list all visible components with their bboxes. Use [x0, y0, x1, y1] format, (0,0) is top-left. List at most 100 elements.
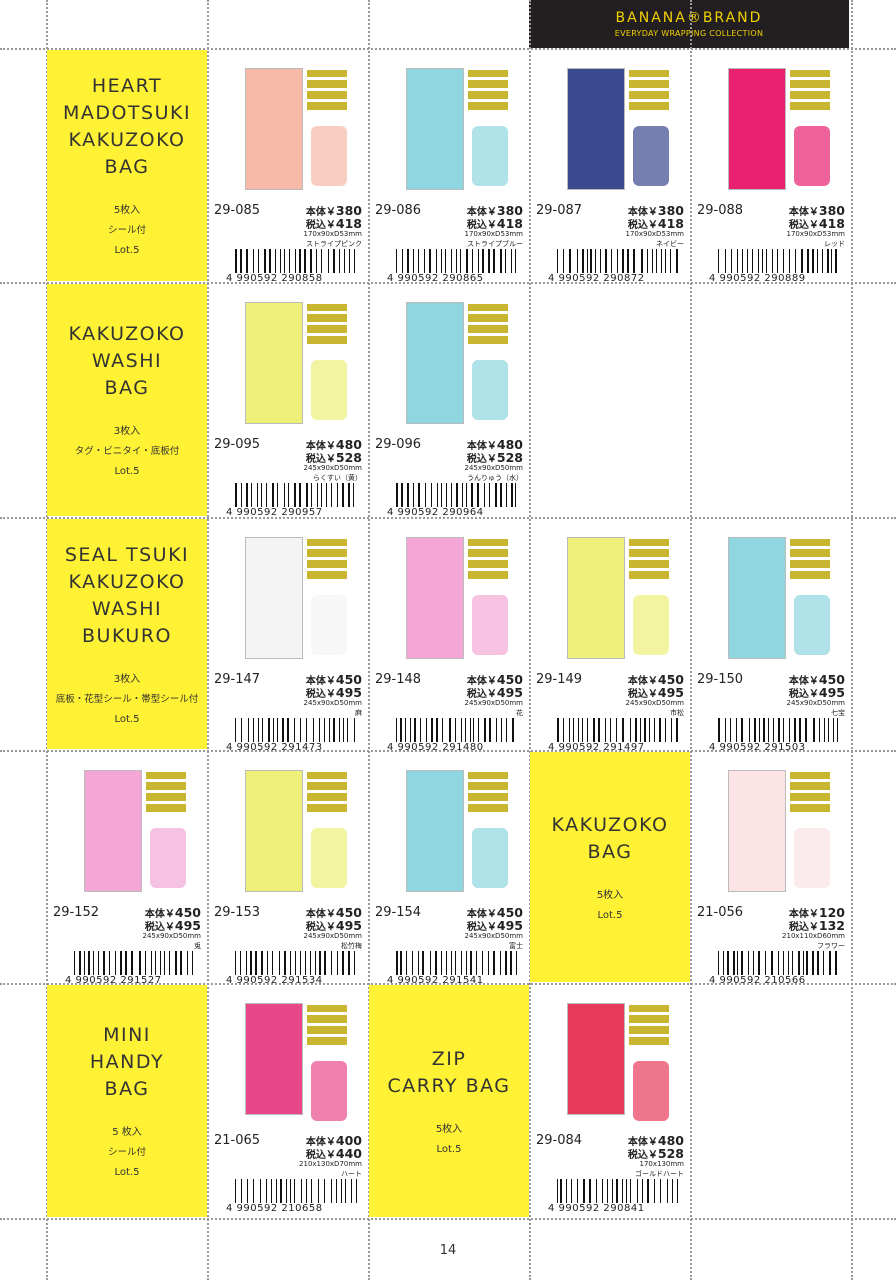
barcode-bar	[254, 249, 256, 273]
barcode	[557, 1179, 681, 1203]
barcode-bar	[771, 951, 773, 975]
barcode-bar	[333, 718, 335, 742]
barcode-bar	[335, 249, 338, 273]
barcode-bar	[491, 249, 492, 273]
barcode-bar	[817, 249, 818, 273]
tax-price-label: 税込￥	[627, 220, 658, 231]
product-accessory	[468, 70, 508, 110]
barcode-bar	[619, 1179, 622, 1203]
barcode-bar	[446, 483, 448, 507]
barcode-bar	[304, 249, 306, 273]
barcode-bar	[184, 951, 185, 975]
barcode	[396, 249, 520, 273]
barcode-bar	[618, 718, 620, 742]
barcode-bar	[258, 718, 259, 742]
barcode-bar	[429, 249, 432, 273]
grid-line-v	[851, 0, 853, 1280]
barcode-bar	[178, 951, 179, 975]
barcode-bar	[500, 249, 503, 273]
barcode-bar	[440, 249, 443, 273]
tax-price: 418	[657, 216, 684, 231]
barcode-bar	[468, 249, 471, 273]
barcode-bar	[320, 249, 323, 273]
barcode-bar	[461, 483, 463, 507]
barcode-bar	[480, 483, 482, 507]
barcode-number: 4 990592 291473	[226, 742, 323, 753]
barcode	[235, 249, 359, 273]
barcode-bar	[650, 1179, 652, 1203]
barcode-bar	[504, 951, 507, 975]
barcode-bar	[838, 249, 841, 273]
barcode-bar	[745, 718, 748, 742]
barcode-bar	[492, 718, 494, 742]
barcode-bar	[260, 718, 262, 742]
barcode-bar	[238, 483, 241, 507]
barcode-bar	[765, 951, 766, 975]
barcode-bar	[577, 1179, 578, 1203]
spacer	[47, 650, 207, 670]
barcode-bar	[396, 718, 397, 742]
barcode-bar	[267, 951, 269, 975]
barcode-bar	[772, 718, 774, 742]
barcode-bar	[641, 1179, 643, 1203]
barcode-bar	[808, 718, 811, 742]
barcode-bar	[471, 718, 473, 742]
barcode-bar	[665, 718, 666, 742]
barcode-bar	[300, 951, 301, 975]
barcode-bar	[353, 249, 355, 273]
tax-price-label: 税込￥	[627, 1150, 658, 1161]
barcode-bar	[624, 249, 626, 273]
barcode-bar	[590, 249, 593, 273]
price-row: 本体￥400	[306, 1133, 362, 1148]
tax-price: 418	[818, 216, 845, 231]
barcode-bar	[475, 951, 478, 975]
barcode-bar	[437, 249, 439, 273]
barcode-bar	[405, 951, 408, 975]
barcode-bar	[750, 249, 751, 273]
barcode-bar	[237, 718, 240, 742]
barcode-bar	[263, 951, 266, 975]
price-row: 本体￥450	[467, 672, 523, 687]
barcode-bar	[243, 951, 245, 975]
barcode-bar	[274, 483, 277, 507]
barcode-bar	[340, 1179, 342, 1203]
brand: BANANA®BRAND	[615, 10, 763, 26]
barcode-bar	[255, 951, 257, 975]
product-accessory	[307, 539, 347, 579]
barcode-bar	[396, 249, 397, 273]
tax-price-label: 税込￥	[788, 922, 819, 933]
barcode-bar	[86, 951, 87, 975]
barcode-bar	[802, 718, 804, 742]
size: 170x90xD53mm	[464, 230, 524, 238]
barcode-bar	[632, 249, 635, 273]
barcode-bar	[472, 951, 475, 975]
tax-price-label: 税込￥	[144, 922, 175, 933]
barcode-number: 4 990592 291541	[387, 975, 484, 986]
barcode-bar	[248, 951, 249, 975]
category-text: HEART MADOTSUKI KAKUZOKO BAG 5枚入 シール付 Lot.5	[47, 73, 207, 261]
barcode-bar	[626, 249, 629, 273]
barcode-bar	[483, 483, 485, 507]
barcode-bar	[590, 718, 592, 742]
category-title-line: BAG	[587, 840, 633, 863]
barcode-bar	[342, 718, 344, 742]
barcode-bar	[497, 483, 500, 507]
product-image	[728, 537, 786, 659]
barcode-bar	[479, 951, 481, 975]
barcode-bar	[733, 951, 735, 975]
barcode-bar	[175, 951, 177, 975]
barcode-bar	[835, 249, 837, 273]
barcode-bar	[789, 718, 791, 742]
barcode-bar	[794, 718, 797, 742]
barcode-bar	[656, 1179, 658, 1203]
barcode-bar	[445, 718, 448, 742]
barcode-bar	[355, 1179, 357, 1203]
barcode-bar	[783, 718, 785, 742]
barcode-bar	[496, 249, 499, 273]
barcode-bar	[321, 951, 324, 975]
barcode-bar	[324, 249, 326, 273]
size: 245x90xD50mm	[142, 932, 202, 940]
barcode-bar	[737, 249, 739, 273]
lot: Lot.5	[114, 466, 140, 477]
barcode-bar	[313, 483, 316, 507]
